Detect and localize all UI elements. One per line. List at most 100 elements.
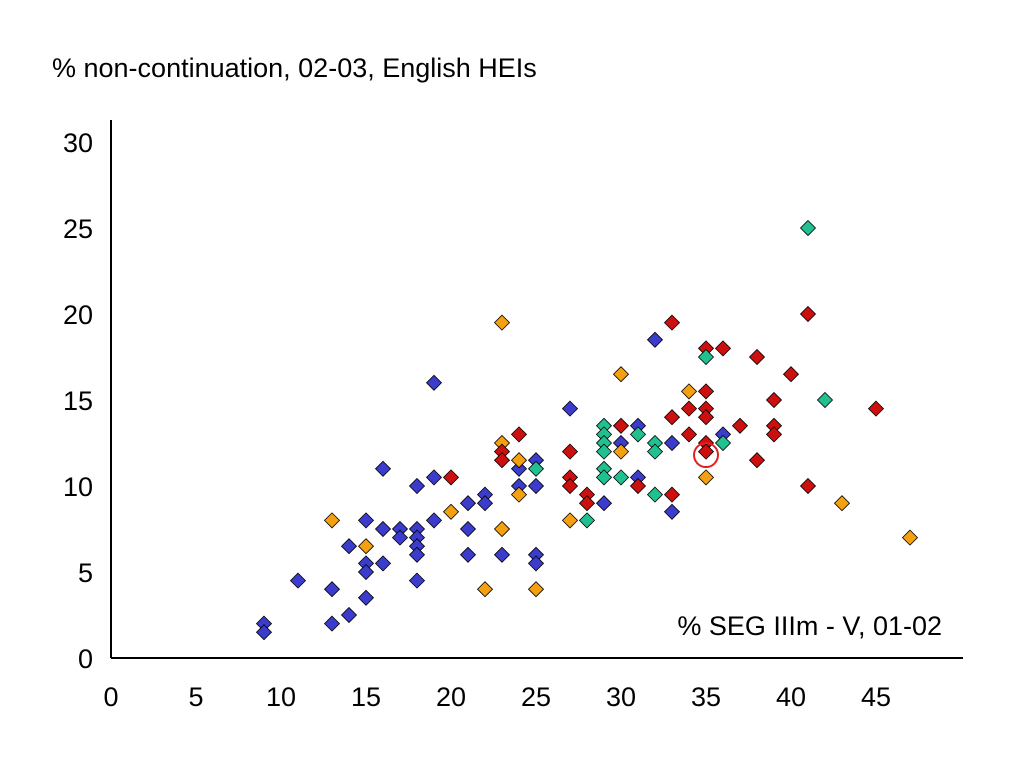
data-point xyxy=(357,512,375,529)
data-point xyxy=(408,546,426,563)
data-point xyxy=(663,409,681,426)
data-point xyxy=(663,503,681,520)
y-tick-label: 20 xyxy=(63,300,93,330)
y-tick-label: 15 xyxy=(63,386,93,416)
data-point xyxy=(646,443,664,460)
data-point xyxy=(646,331,664,348)
data-point xyxy=(663,314,681,331)
y-tick-label: 30 xyxy=(63,128,93,158)
data-point xyxy=(833,495,851,512)
data-point xyxy=(731,417,749,434)
data-point xyxy=(527,477,545,495)
data-point xyxy=(459,546,477,563)
data-point xyxy=(748,348,766,366)
data-point xyxy=(748,452,766,469)
data-point xyxy=(374,555,392,572)
highlight-marker xyxy=(693,442,719,469)
data-point xyxy=(561,400,579,417)
data-point xyxy=(391,529,409,546)
y-axis-title: % non-continuation, 02-03, English HEIs xyxy=(52,53,537,83)
data-point xyxy=(476,581,494,598)
data-point xyxy=(357,538,375,555)
data-point xyxy=(782,366,800,383)
data-point xyxy=(408,477,426,495)
data-point xyxy=(442,469,460,486)
x-tick-label: 45 xyxy=(861,682,891,712)
data-point xyxy=(425,469,443,486)
data-point xyxy=(255,624,273,641)
data-point xyxy=(442,503,460,520)
data-point xyxy=(901,529,919,546)
data-point xyxy=(289,572,307,589)
data-point xyxy=(799,219,817,237)
y-tick-label: 0 xyxy=(78,644,93,674)
data-point xyxy=(663,486,681,503)
data-point xyxy=(425,374,443,391)
data-point xyxy=(493,452,511,469)
data-point xyxy=(374,520,392,538)
data-point xyxy=(459,520,477,538)
data-point xyxy=(527,460,545,477)
data-point xyxy=(714,340,732,357)
data-point xyxy=(578,495,596,512)
data-point xyxy=(799,305,817,323)
data-point xyxy=(612,366,630,383)
data-point xyxy=(527,555,545,572)
data-point xyxy=(680,400,698,417)
data-point xyxy=(357,589,375,606)
x-tick-label: 0 xyxy=(103,682,118,712)
data-point xyxy=(493,520,511,538)
data-point xyxy=(476,495,494,512)
x-tick-label: 30 xyxy=(606,682,636,712)
data-point xyxy=(816,391,834,409)
x-tick-label: 25 xyxy=(521,682,551,712)
data-point xyxy=(680,383,698,400)
data-point xyxy=(595,495,613,512)
data-point xyxy=(493,314,511,331)
data-point xyxy=(629,426,647,443)
x-tick-label: 15 xyxy=(351,682,381,712)
data-point xyxy=(867,400,885,417)
data-point xyxy=(714,434,732,452)
data-point xyxy=(612,469,630,486)
data-point xyxy=(799,477,817,495)
data-point xyxy=(425,512,443,529)
data-point xyxy=(612,417,630,434)
data-point xyxy=(340,538,358,555)
x-tick-label: 10 xyxy=(266,682,296,712)
data-point xyxy=(527,581,545,598)
data-point xyxy=(629,477,647,495)
data-point xyxy=(697,383,715,400)
highlight-circle xyxy=(693,442,719,469)
data-point xyxy=(765,391,783,409)
x-tick-label: 5 xyxy=(188,682,203,712)
x-tick-label: 40 xyxy=(776,682,806,712)
y-tick-label: 5 xyxy=(78,558,93,588)
data-point xyxy=(357,563,375,581)
y-tick-label: 10 xyxy=(63,472,93,502)
data-point xyxy=(578,512,596,529)
data-point xyxy=(510,460,528,477)
x-axis-title: % SEG IIIm - V, 01-02 xyxy=(677,611,942,641)
data-points xyxy=(255,219,919,641)
data-point xyxy=(697,348,715,366)
data-point xyxy=(680,426,698,443)
x-tick-label: 35 xyxy=(691,682,721,712)
data-point xyxy=(646,486,664,503)
data-point xyxy=(663,434,681,452)
data-point xyxy=(612,443,630,460)
data-point xyxy=(561,512,579,529)
data-point xyxy=(323,581,341,598)
y-tick-labels: 0 5 10 15 20 25 30 xyxy=(63,128,93,674)
data-point xyxy=(697,469,715,486)
data-point xyxy=(561,477,579,495)
data-point xyxy=(561,443,579,460)
data-point xyxy=(323,512,341,529)
data-point xyxy=(493,546,511,563)
data-point xyxy=(510,486,528,503)
data-point xyxy=(323,615,341,632)
data-point xyxy=(595,443,613,460)
y-tick-label: 25 xyxy=(63,214,93,244)
data-point xyxy=(340,606,358,624)
